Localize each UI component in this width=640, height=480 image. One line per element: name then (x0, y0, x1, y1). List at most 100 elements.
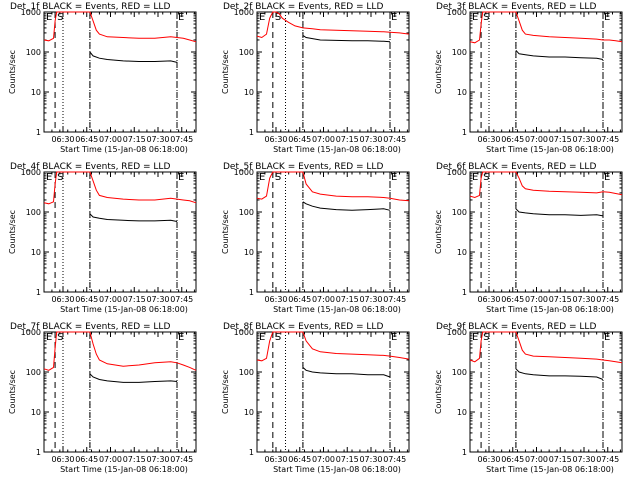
interval-end-marker: E (259, 12, 265, 23)
y-tick-label: 1000 (21, 8, 41, 17)
x-tick-label: 06:30 (264, 295, 287, 304)
interval-end-marker: E (46, 332, 52, 343)
y-tick-label: 1 (249, 448, 254, 457)
detector-panel: Det_1f BLACK = Events, RED = LLD 1 10 100 10… (0, 0, 213, 160)
y-axis-label: Counts/sec (221, 370, 230, 414)
y-tick-label: 1000 (21, 168, 41, 177)
x-tick-label: 07:30 (146, 295, 169, 304)
chart-title: Det_9f BLACK = Events, RED = LLD (436, 322, 596, 332)
y-tick-label: 100 (26, 48, 41, 57)
plot-frame (256, 171, 410, 293)
detector-panel: Det_2f BLACK = Events, RED = LLD 1 10 100 10… (213, 0, 426, 160)
events-series-line (302, 367, 391, 378)
interval-end-marker: E (46, 12, 52, 23)
interval-end-marker: E (178, 332, 184, 343)
interval-end-marker: E (391, 172, 397, 183)
x-tick-label: 07:00 (99, 135, 122, 144)
x-tick-label: 06:45 (75, 455, 98, 464)
y-tick-label: 100 (452, 368, 467, 377)
x-tick-label: 07:45 (170, 295, 193, 304)
x-tick-label: 06:45 (501, 455, 524, 464)
events-series-line (515, 49, 604, 60)
x-axis-label: Start Time (15-Jan-08 06:18:00) (60, 145, 188, 154)
interval-end-marker: E (259, 172, 265, 183)
x-tick-label: 07:45 (383, 455, 406, 464)
x-tick-label: 06:30 (264, 135, 287, 144)
x-tick-label: 07:45 (383, 295, 406, 304)
x-tick-label: 07:45 (596, 455, 619, 464)
x-tick-label: 06:30 (51, 455, 74, 464)
x-tick-label: 07:00 (312, 455, 335, 464)
x-axis-label: Start Time (15-Jan-08 06:18:00) (486, 145, 614, 154)
x-tick-label: 06:30 (264, 455, 287, 464)
x-tick-label: 07:45 (383, 135, 406, 144)
x-axis-label: Start Time (15-Jan-08 06:18:00) (60, 305, 188, 314)
interval-start-marker: S (57, 172, 63, 183)
y-tick-label: 100 (239, 208, 254, 217)
y-tick-label: 1000 (234, 8, 254, 17)
x-tick-label: 07:30 (359, 135, 382, 144)
lld-series-line (256, 331, 410, 362)
y-axis-label: Counts/sec (8, 370, 17, 414)
y-tick-label: 10 (31, 88, 41, 97)
x-axis-label: Start Time (15-Jan-08 06:18:00) (60, 465, 188, 474)
detector-chart-svg: Det_2f BLACK = Events, RED = LLD 1 10 100 10… (221, 2, 410, 154)
y-tick-label: 1000 (21, 328, 41, 337)
x-tick-label: 06:30 (51, 135, 74, 144)
interval-start-marker: S (275, 12, 281, 23)
y-tick-label: 1000 (234, 328, 254, 337)
plot-frame (469, 11, 623, 133)
chart-title: Det_6f BLACK = Events, RED = LLD (436, 162, 596, 172)
y-tick-label: 100 (26, 368, 41, 377)
y-tick-label: 1 (249, 288, 254, 297)
interval-end-marker: E (259, 332, 265, 343)
x-axis-label: Start Time (15-Jan-08 06:18:00) (486, 305, 614, 314)
interval-start-marker: S (483, 12, 489, 23)
events-series-line (515, 368, 604, 380)
interval-end-marker: E (391, 332, 397, 343)
interval-start-marker: S (57, 12, 63, 23)
chart-title: Det_5f BLACK = Events, RED = LLD (223, 162, 383, 172)
y-tick-label: 10 (31, 248, 41, 257)
chart-title: Det_1f BLACK = Events, RED = LLD (10, 2, 170, 12)
x-tick-label: 06:30 (477, 135, 500, 144)
plot-frame (43, 331, 197, 453)
y-tick-label: 1 (462, 448, 467, 457)
detector-chart-svg: Det_8f BLACK = Events, RED = LLD 1 10 100 10… (221, 322, 410, 474)
interval-end-marker: E (472, 332, 478, 343)
x-tick-label: 06:45 (75, 295, 98, 304)
x-tick-label: 07:00 (525, 455, 548, 464)
interval-start-marker: S (57, 332, 63, 343)
interval-end-marker: E (391, 12, 397, 23)
x-tick-label: 07:45 (596, 295, 619, 304)
lld-series-line (469, 331, 623, 364)
x-tick-label: 07:45 (170, 135, 193, 144)
x-tick-label: 06:45 (288, 455, 311, 464)
y-tick-label: 100 (452, 208, 467, 217)
plot-frame (256, 11, 410, 133)
x-tick-label: 07:30 (359, 455, 382, 464)
detector-panel: Det_4f BLACK = Events, RED = LLD 1 10 100 10… (0, 160, 213, 320)
y-tick-label: 1 (462, 128, 467, 137)
chart-title: Det_2f BLACK = Events, RED = LLD (223, 2, 383, 12)
y-tick-label: 1000 (234, 168, 254, 177)
y-tick-label: 10 (457, 248, 467, 257)
plot-frame (469, 331, 623, 453)
y-tick-label: 1 (36, 448, 41, 457)
detector-chart-svg: Det_7f BLACK = Events, RED = LLD 1 10 100 10… (8, 322, 197, 474)
x-tick-label: 07:45 (170, 455, 193, 464)
x-tick-label: 07:00 (312, 295, 335, 304)
lld-series-line (469, 171, 623, 199)
x-tick-label: 07:30 (572, 455, 595, 464)
y-tick-label: 100 (26, 208, 41, 217)
x-axis-label: Start Time (15-Jan-08 06:18:00) (273, 465, 401, 474)
y-tick-label: 1 (249, 128, 254, 137)
x-tick-label: 07:00 (99, 455, 122, 464)
x-tick-label: 06:45 (501, 295, 524, 304)
lld-series-line (256, 11, 410, 39)
detector-panel: Det_8f BLACK = Events, RED = LLD 1 10 100 10… (213, 320, 426, 480)
detector-chart-svg: Det_1f BLACK = Events, RED = LLD 1 10 100 10… (8, 2, 197, 154)
x-axis-label: Start Time (15-Jan-08 06:18:00) (273, 305, 401, 314)
y-axis-label: Counts/sec (8, 50, 17, 94)
